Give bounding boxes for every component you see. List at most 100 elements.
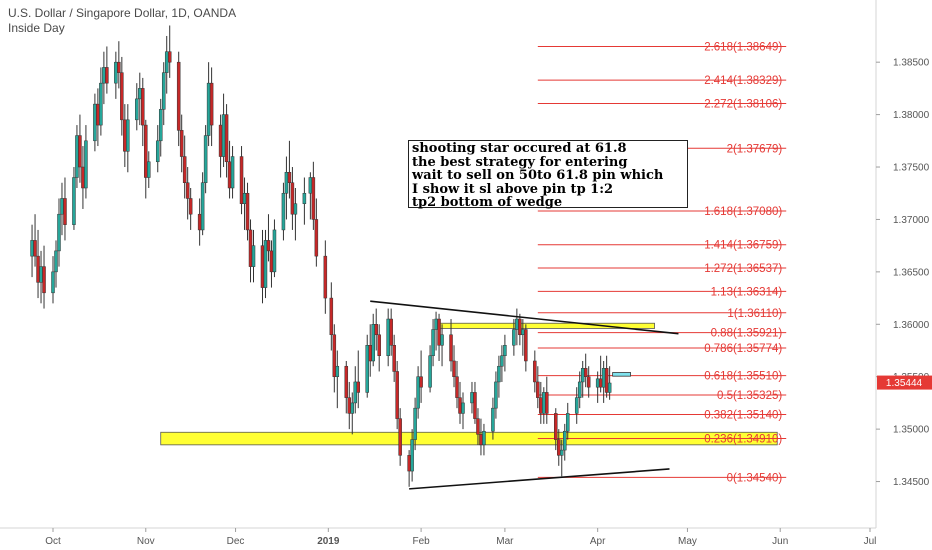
- candle: [413, 397, 417, 451]
- candle: [179, 114, 184, 173]
- candle: [99, 67, 103, 136]
- candle: [377, 324, 381, 372]
- candle: [176, 51, 181, 147]
- x-tick-label: 2019: [317, 536, 340, 547]
- candle-body: [323, 255, 328, 299]
- y-tick-label: 1.38000: [893, 110, 930, 121]
- candle: [251, 229, 256, 283]
- candle-body: [407, 455, 411, 472]
- candle-body: [565, 413, 570, 432]
- candle-body: [497, 365, 501, 383]
- x-tick-label: Apr: [590, 536, 606, 547]
- y-tick-label: 1.38500: [893, 58, 930, 69]
- candle-body: [428, 355, 432, 388]
- candle: [536, 366, 540, 409]
- candle: [604, 355, 609, 398]
- fib-level-label: 1.414(1.36759): [704, 240, 782, 252]
- candle-body: [242, 192, 247, 204]
- candle-body: [263, 240, 268, 288]
- candle-body: [554, 413, 558, 440]
- candle: [114, 51, 118, 99]
- candle: [209, 67, 214, 147]
- candle-body: [440, 334, 444, 346]
- candle: [473, 381, 477, 424]
- candle-body: [141, 88, 145, 126]
- candle: [524, 324, 528, 372]
- candle: [539, 381, 543, 424]
- candle-body: [290, 182, 295, 215]
- candle: [512, 319, 516, 356]
- candle: [476, 408, 480, 445]
- candle-body: [329, 297, 334, 336]
- candle: [482, 423, 486, 456]
- candle: [607, 366, 612, 400]
- x-tick-label: Mar: [496, 536, 514, 547]
- x-tick-label: May: [678, 536, 697, 547]
- candle-body: [102, 67, 106, 84]
- candle: [365, 334, 369, 398]
- candle: [344, 360, 349, 414]
- candle: [598, 355, 603, 393]
- candle-body: [494, 381, 498, 409]
- candle: [586, 366, 591, 398]
- candle-body: [117, 61, 121, 73]
- candle: [461, 392, 465, 430]
- candle: [392, 334, 396, 382]
- candle-body: [431, 329, 435, 356]
- candle-body: [185, 182, 190, 199]
- candle-body: [392, 345, 396, 372]
- candle-body: [120, 72, 124, 121]
- candle: [218, 114, 223, 178]
- candle: [84, 125, 88, 199]
- candle: [36, 229, 40, 299]
- candle-body: [347, 397, 352, 414]
- candle-body: [218, 124, 223, 157]
- candle: [33, 214, 37, 267]
- candle: [138, 72, 142, 126]
- candle: [141, 77, 145, 147]
- candle-body: [224, 114, 229, 163]
- pin-bar-box: [612, 372, 631, 377]
- candle-body: [138, 88, 142, 100]
- candle: [455, 360, 459, 409]
- x-tick-label: Jul: [864, 536, 877, 547]
- candle: [93, 93, 97, 152]
- candle-body: [545, 392, 549, 414]
- candle: [30, 224, 34, 278]
- candle: [449, 319, 453, 372]
- candle: [126, 104, 130, 173]
- candle-body: [562, 430, 567, 451]
- candle: [440, 324, 444, 367]
- candle-body: [188, 198, 193, 215]
- candle: [347, 381, 352, 430]
- candle-body: [533, 360, 537, 383]
- candle: [242, 177, 247, 230]
- candle-body: [515, 318, 519, 330]
- candle-body: [491, 407, 495, 432]
- candle-body: [308, 177, 313, 194]
- candle: [494, 371, 498, 419]
- candle: [78, 114, 82, 183]
- candle-body: [607, 382, 612, 393]
- candle-body: [452, 360, 456, 377]
- fib-level-label: 0.382(1.35140): [704, 409, 782, 421]
- candle: [545, 376, 549, 424]
- candle: [583, 353, 588, 388]
- candle-body: [595, 378, 600, 388]
- candle: [158, 98, 163, 157]
- y-tick-label: 1.36500: [893, 267, 930, 278]
- candle: [302, 177, 307, 225]
- candle: [503, 334, 507, 372]
- candle-body: [398, 418, 402, 456]
- candle: [416, 366, 420, 419]
- wedge-trendline: [409, 468, 670, 490]
- candle: [203, 125, 208, 194]
- candle-body: [227, 161, 232, 189]
- x-tick-label: Nov: [137, 536, 155, 547]
- candle: [580, 360, 585, 398]
- candle-body: [389, 318, 393, 346]
- candle-body: [539, 397, 543, 414]
- fib-level-label: 0.236(1.34910): [704, 434, 782, 446]
- candle: [75, 125, 79, 188]
